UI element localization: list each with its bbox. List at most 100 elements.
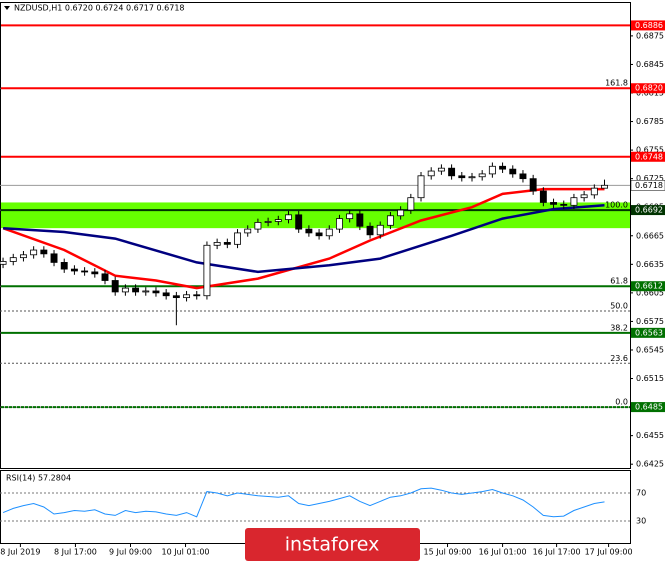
candle-body <box>193 294 201 297</box>
level-label: 0.6563 <box>635 328 663 337</box>
fib-label: 100.0 <box>605 201 628 210</box>
candle-body <box>244 228 252 234</box>
level-label-box <box>631 151 665 162</box>
candle-body <box>111 280 119 293</box>
candle-body <box>417 175 425 199</box>
candle-body <box>0 261 7 265</box>
candle-body <box>60 262 68 270</box>
level-label-box <box>631 205 665 216</box>
current-price-label: 0.6718 <box>635 181 663 190</box>
rsi-tick-label: 30 <box>636 517 646 526</box>
candle-body <box>91 271 99 275</box>
candle-body <box>121 287 129 293</box>
candle-body <box>9 257 17 262</box>
candle-body <box>407 197 415 211</box>
candle-body <box>183 294 191 299</box>
fib-label: 23.6 <box>610 354 628 363</box>
candle-body <box>529 178 537 192</box>
candle-body <box>478 173 486 178</box>
level-label: 0.6692 <box>635 206 663 215</box>
chart-title: NZDUSD,H1 0.6720 0.6724 0.6717 0.6718 <box>14 4 185 13</box>
x-tick-label: 9 Jul 09:00 <box>109 548 152 557</box>
candle-body <box>458 175 466 179</box>
candle-body <box>70 268 78 272</box>
candle-body <box>519 173 527 180</box>
level-label: 0.6612 <box>635 282 663 291</box>
y-tick-label: 0.6845 <box>636 60 664 69</box>
current-price-box <box>630 180 665 191</box>
candle-body <box>315 232 323 237</box>
candle-body <box>550 202 558 205</box>
candle-body <box>509 168 517 175</box>
rsi-line <box>2 487 605 518</box>
candle-body <box>590 187 598 196</box>
rsi-title: RSI(14) 57.2804 <box>6 474 71 483</box>
rsi-tick-label: 70 <box>636 489 646 498</box>
candle-body <box>81 270 89 273</box>
x-tick-label: 8 Jul 17:00 <box>54 548 97 557</box>
candle-body <box>274 219 282 222</box>
candle-body <box>397 209 405 217</box>
y-tick-label: 0.6545 <box>636 345 664 354</box>
candle-body <box>539 190 547 203</box>
fib-label: 0.0 <box>615 398 628 407</box>
candle-body <box>468 176 476 179</box>
candle-body <box>254 222 262 230</box>
candle-body <box>213 242 221 246</box>
y-tick-label: 0.6425 <box>636 460 664 469</box>
candle-body <box>264 221 272 223</box>
y-tick-label: 0.6635 <box>636 260 664 269</box>
level-label-box <box>631 327 665 338</box>
y-tick-label: 0.6785 <box>636 117 664 126</box>
candle-body <box>570 197 578 206</box>
x-tick-label: 17 Jul 09:00 <box>585 548 633 557</box>
candle-body <box>356 213 364 227</box>
candle-body <box>386 215 394 226</box>
y-tick-label: 0.6605 <box>636 288 664 297</box>
candle-body <box>142 290 150 293</box>
candle-body <box>50 253 58 263</box>
x-tick-label: 8 Jul 2019 <box>0 548 40 557</box>
candle-body <box>580 194 588 199</box>
candle-body <box>427 170 435 177</box>
candle-body <box>162 292 170 297</box>
x-tick-label: 16 Jul 01:00 <box>479 548 527 557</box>
candle-body <box>448 167 456 177</box>
fib-label: 38.2 <box>610 323 628 332</box>
x-tick-label: 10 Jul 01:00 <box>162 548 210 557</box>
fib-label: 50.0 <box>610 301 628 310</box>
candle-body <box>560 203 568 206</box>
y-tick-label: 0.6575 <box>636 317 664 326</box>
candle-body <box>101 273 109 281</box>
candle-body <box>234 232 241 245</box>
moving-average <box>3 204 605 274</box>
candle-body <box>437 167 445 172</box>
level-label: 0.6748 <box>635 152 663 161</box>
level-label: 0.6886 <box>635 21 663 30</box>
candle-body <box>152 290 160 294</box>
candle-body <box>336 218 343 230</box>
candle-body <box>488 165 496 175</box>
zone <box>1 202 630 229</box>
level-label: 0.6485 <box>635 403 663 412</box>
level-label-box <box>631 281 665 292</box>
x-tick-label: 15 Jul 09:00 <box>424 548 472 557</box>
candle-body <box>325 228 333 237</box>
candle-body <box>285 214 292 220</box>
y-tick-label: 0.6755 <box>636 146 664 155</box>
fib-label: 61.8 <box>610 277 628 286</box>
y-tick-label: 0.6875 <box>636 31 664 40</box>
candle-body <box>19 254 27 259</box>
candle-body <box>30 249 38 256</box>
y-tick-label: 0.6515 <box>636 374 664 383</box>
candle-body <box>305 228 313 234</box>
y-tick-label: 0.6455 <box>636 431 664 440</box>
level-label-box <box>631 402 665 413</box>
level-label: 0.6820 <box>635 84 663 93</box>
candle-body <box>376 224 384 236</box>
fib-label: 161.8 <box>605 79 628 88</box>
candle-body <box>601 184 608 189</box>
candle-body <box>346 213 354 220</box>
candle-body <box>172 295 180 299</box>
